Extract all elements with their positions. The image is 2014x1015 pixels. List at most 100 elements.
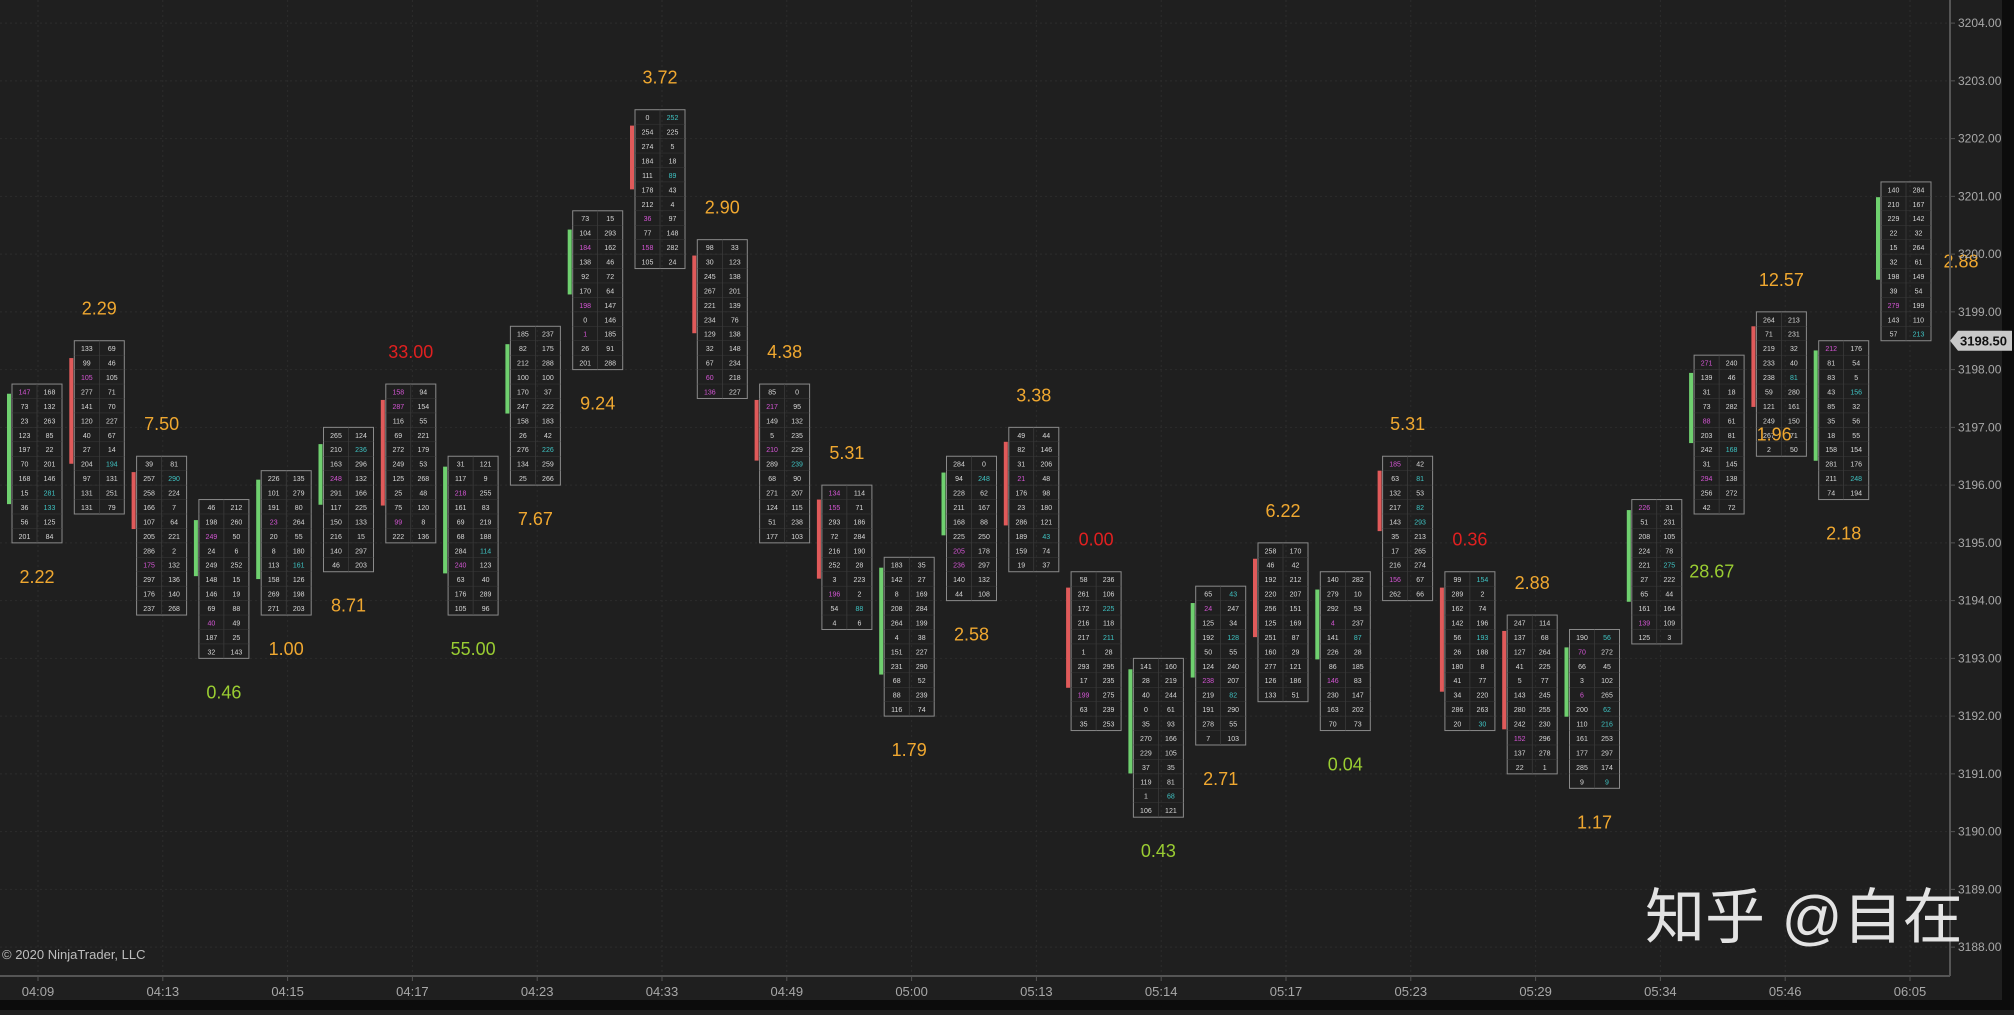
x-tick-label: 06:05 xyxy=(1894,984,1927,999)
footprint-ask-value: 123 xyxy=(480,563,492,570)
footprint-ask-value: 196 xyxy=(1477,620,1489,627)
footprint-bid-value: 200 xyxy=(1576,707,1588,714)
footprint-ask-value: 239 xyxy=(916,693,928,700)
footprint-bid-value: 8 xyxy=(895,592,899,599)
footprint-bid-value: 146 xyxy=(206,592,218,599)
footprint-ask-value: 148 xyxy=(667,231,679,238)
footprint-bid-value: 230 xyxy=(1327,693,1339,700)
right-strip xyxy=(2002,0,2014,1010)
footprint-ask-value: 213 xyxy=(1788,317,1800,324)
footprint-ask-value: 279 xyxy=(293,491,305,498)
footprint-bid-value: 201 xyxy=(19,534,31,541)
footprint-bid-value: 124 xyxy=(1202,664,1214,671)
footprint-bid-value: 113 xyxy=(268,563,279,570)
footprint-bid-value: 22 xyxy=(1890,231,1898,238)
footprint-ask-value: 265 xyxy=(1601,693,1613,700)
footprint-ask-value: 40 xyxy=(482,577,490,584)
x-tick-label: 05:23 xyxy=(1395,984,1428,999)
y-tick-label: 3203.00 xyxy=(1958,74,2002,88)
footprint-bid-value: 23 xyxy=(270,519,278,526)
footprint-ask-value: 253 xyxy=(1601,736,1613,743)
footprint-bid-value: 265 xyxy=(330,433,342,440)
footprint-ask-value: 72 xyxy=(1728,505,1736,512)
footprint-bid-value: 73 xyxy=(1703,404,1711,411)
footprint-bid-value: 40 xyxy=(1142,693,1150,700)
footprint-ask-value: 225 xyxy=(667,130,679,137)
footprint-ask-value: 19 xyxy=(233,592,241,599)
footprint-bid-value: 210 xyxy=(1888,202,1900,209)
footprint-bar: 141 160 28 219 40 244 0 61 35 93 270 166 229 105 37 35 1… xyxy=(1128,657,1184,818)
footprint-bid-value: 67 xyxy=(706,361,714,368)
footprint-ask-value: 43 xyxy=(669,187,677,194)
imbalance-ratio-label: 8.71 xyxy=(331,596,366,616)
footprint-bid-value: 226 xyxy=(1638,505,1650,512)
y-tick-label: 3195.00 xyxy=(1958,536,2002,550)
footprint-ask-value: 103 xyxy=(1227,736,1239,743)
footprint-ask-value: 81 xyxy=(1416,476,1424,483)
footprint-bid-value: 219 xyxy=(1763,346,1775,353)
footprint-ask-value: 236 xyxy=(1103,577,1115,584)
footprint-ask-value: 168 xyxy=(44,389,56,396)
imbalance-ratio-label: 1.17 xyxy=(1577,812,1612,832)
footprint-ask-value: 70 xyxy=(108,404,116,411)
footprint-bid-value: 65 xyxy=(1640,592,1648,599)
footprint-bid-value: 140 xyxy=(953,577,965,584)
footprint-bid-value: 176 xyxy=(455,592,467,599)
footprint-bid-value: 19 xyxy=(1017,563,1025,570)
footprint-bid-value: 22 xyxy=(1516,765,1524,772)
footprint-ask-value: 225 xyxy=(1539,664,1551,671)
footprint-bid-value: 111 xyxy=(642,173,653,180)
footprint-ask-value: 290 xyxy=(916,664,928,671)
footprint-bid-value: 5 xyxy=(770,433,774,440)
footprint-bid-value: 1 xyxy=(583,332,587,339)
down-candle-body xyxy=(380,399,385,506)
footprint-bid-value: 205 xyxy=(143,534,155,541)
footprint-bid-value: 156 xyxy=(1389,577,1401,584)
footprint-bid-value: 208 xyxy=(891,606,903,613)
footprint-ask-value: 42 xyxy=(1292,563,1300,570)
footprint-ask-value: 131 xyxy=(106,476,118,483)
footprint-ask-value: 22 xyxy=(46,447,54,454)
x-tick-label: 05:13 xyxy=(1020,984,1053,999)
footprint-ask-value: 248 xyxy=(1850,476,1862,483)
footprint-ask-value: 185 xyxy=(1352,664,1364,671)
footprint-bid-value: 237 xyxy=(143,606,155,613)
footprint-bid-value: 39 xyxy=(1890,288,1898,295)
footprint-ask-value: 275 xyxy=(1103,693,1115,700)
x-tick-label: 04:33 xyxy=(646,984,679,999)
footprint-bid-value: 175 xyxy=(143,563,155,570)
footprint-ask-value: 121 xyxy=(1165,808,1177,815)
footprint-ask-value: 175 xyxy=(542,346,554,353)
footprint-bid-value: 30 xyxy=(706,260,714,267)
footprint-bar: 247 114 137 68 127 264 41 225 5 77 143 245 280 255 242… xyxy=(1502,614,1558,775)
last-price-tag-shape xyxy=(1950,330,2012,351)
footprint-bid-value: 37 xyxy=(1142,765,1150,772)
footprint-ask-value: 162 xyxy=(604,245,616,252)
footprint-bid-value: 132 xyxy=(1389,491,1401,498)
footprint-ask-value: 82 xyxy=(1229,693,1237,700)
imbalance-ratio-label: 0.36 xyxy=(1452,530,1487,550)
footprint-bid-value: 217 xyxy=(766,404,778,411)
x-tick-label: 04:09 xyxy=(22,984,55,999)
footprint-bid-value: 74 xyxy=(1827,491,1835,498)
up-candle-body xyxy=(193,520,198,577)
footprint-bid-value: 204 xyxy=(81,462,93,469)
footprint-bid-value: 23 xyxy=(1017,505,1025,512)
footprint-bid-value: 141 xyxy=(81,404,93,411)
footprint-ask-value: 297 xyxy=(978,563,990,570)
footprint-bid-value: 271 xyxy=(766,491,778,498)
footprint-ask-value: 255 xyxy=(480,491,492,498)
footprint-bid-value: 44 xyxy=(955,592,963,599)
footprint-ask-value: 297 xyxy=(1601,750,1613,757)
footprint-bid-value: 66 xyxy=(1578,664,1586,671)
footprint-ask-value: 121 xyxy=(480,462,492,469)
y-tick-label: 3190.00 xyxy=(1958,825,2002,839)
footprint-bid-value: 192 xyxy=(1265,577,1277,584)
footprint-ask-value: 53 xyxy=(1354,606,1362,613)
footprint-ask-value: 251 xyxy=(106,491,118,498)
footprint-bid-value: 106 xyxy=(1140,808,1152,815)
footprint-bid-value: 42 xyxy=(1703,505,1711,512)
footprint-ask-value: 121 xyxy=(1040,519,1052,526)
footprint-ask-value: 252 xyxy=(667,115,679,122)
footprint-bid-value: 170 xyxy=(579,288,591,295)
